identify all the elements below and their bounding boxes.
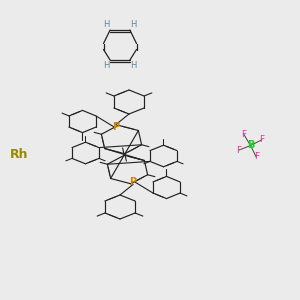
Text: F: F	[254, 152, 259, 161]
Text: H: H	[130, 61, 137, 70]
Text: F: F	[236, 146, 242, 154]
Text: B: B	[247, 140, 254, 151]
Text: H: H	[130, 20, 137, 29]
Text: H: H	[103, 61, 110, 70]
Text: Rh: Rh	[10, 148, 29, 161]
Text: P: P	[112, 122, 119, 132]
Text: H: H	[103, 20, 110, 29]
Text: F: F	[259, 135, 265, 144]
Text: P: P	[130, 177, 137, 187]
Text: F: F	[241, 130, 246, 139]
